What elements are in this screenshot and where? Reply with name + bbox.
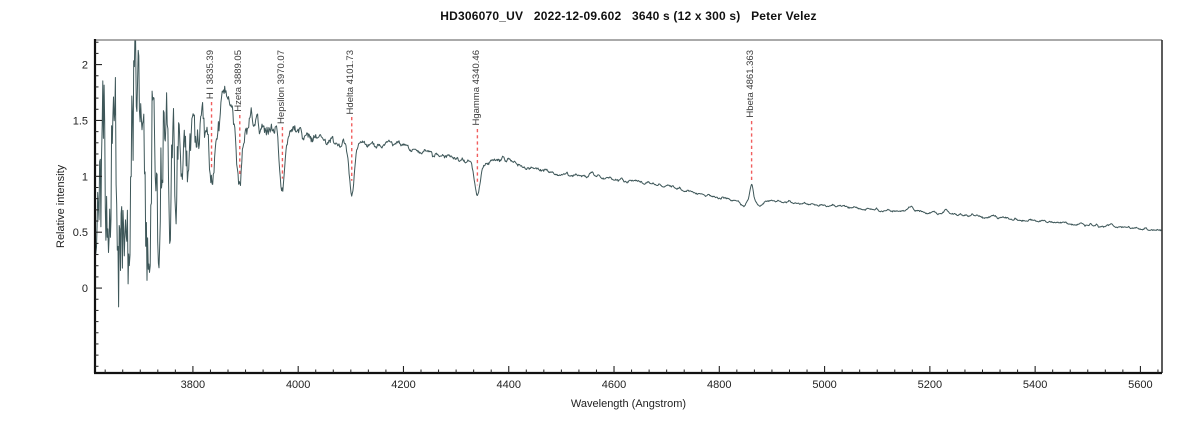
x-tick-label: 5200 bbox=[918, 379, 942, 391]
spectral-line-label: Hbeta 4861.363 bbox=[745, 50, 757, 118]
x-axis-label: Wavelength (Angstrom) bbox=[570, 398, 687, 410]
chart-title: HD306070_UV 2022-12-09.602 3640 s (12 x … bbox=[440, 9, 817, 23]
spectral-line-label: Hdelta 4101.73 bbox=[345, 50, 357, 115]
y-tick-label: 1 bbox=[82, 171, 88, 183]
spectral-line-label: Hgamma 4340.46 bbox=[470, 50, 482, 126]
x-tick-label: 5000 bbox=[812, 379, 836, 391]
x-tick-label: 4800 bbox=[707, 379, 731, 391]
spectral-line-label: Hepsilon 3970.07 bbox=[275, 50, 287, 124]
spectral-line-label: Hzeta 3889.05 bbox=[233, 50, 245, 112]
y-tick-label: 1.5 bbox=[73, 115, 88, 127]
spectrum-trace bbox=[95, 40, 1162, 308]
spectral-line-markers bbox=[210, 102, 753, 186]
x-tick-label: 4000 bbox=[286, 379, 310, 391]
x-tick-label: 5600 bbox=[1128, 379, 1152, 391]
y-tick-label: 0.5 bbox=[73, 227, 88, 239]
spectral-line-label: H I 3835.39 bbox=[205, 50, 217, 100]
x-tick-label: 3800 bbox=[181, 379, 205, 391]
x-tick-label: 4400 bbox=[497, 379, 521, 391]
x-tick-label: 5400 bbox=[1023, 379, 1047, 391]
y-tick-label: 2 bbox=[82, 60, 88, 72]
x-tick-label: 4200 bbox=[391, 379, 415, 391]
x-tick-label: 4600 bbox=[602, 379, 626, 391]
y-tick-label: 0 bbox=[82, 283, 88, 295]
axes: 3800 4000 4200 4400 4600 4800 5000 5200 5400 5600… bbox=[73, 39, 1163, 391]
